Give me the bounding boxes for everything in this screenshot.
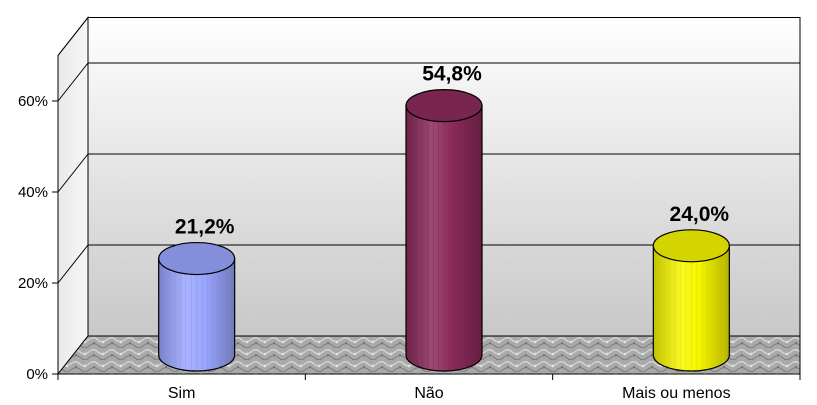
y-tick-label: 20%	[18, 275, 48, 292]
bar-top	[158, 241, 236, 276]
gridline	[57, 153, 89, 193]
x-tick-label: Mais ou menos	[622, 385, 731, 402]
labels: 0% 20% 40% 60% Sim 21,2% Não 54,8% Mais ou menos…	[18, 63, 731, 402]
data-label: 24,0%	[670, 203, 730, 226]
bar-mais-ou-menos	[652, 229, 730, 372]
y-tick-label: 0%	[26, 366, 48, 383]
y-tick-label: 60%	[18, 93, 48, 110]
gridline	[57, 62, 89, 102]
gridline	[57, 244, 89, 284]
data-label: 54,8%	[422, 63, 482, 86]
data-label: 21,2%	[175, 216, 235, 239]
side-wall	[57, 16, 89, 376]
x-tick-label: Sim	[168, 385, 196, 402]
bar-sim	[158, 241, 236, 372]
gridline	[57, 17, 89, 56]
y-tick-label: 40%	[18, 184, 48, 201]
bar-top	[652, 229, 730, 263]
axes	[52, 55, 801, 380]
x-tick-label: Não	[414, 385, 443, 402]
bars	[158, 89, 730, 372]
bar-top	[405, 89, 483, 123]
bar-não	[405, 89, 483, 372]
